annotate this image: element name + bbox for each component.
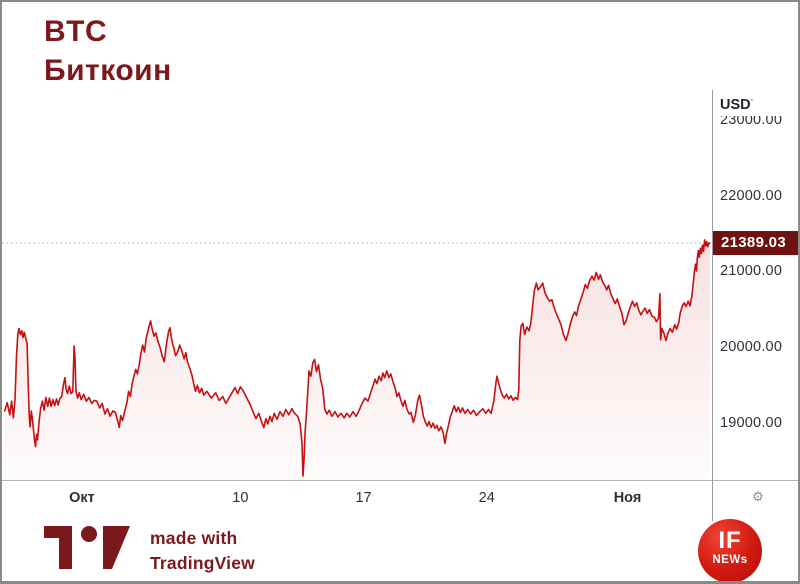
made-with-tradingview-link[interactable]: made with TradingView [150,526,255,576]
time-axis-tick: 24 [478,490,495,506]
time-axis-tick: 10 [232,490,249,506]
price-axis-tick: 21000.00 [720,263,783,280]
time-axis-tick: 17 [355,490,372,506]
series-line [3,239,711,477]
currency-suffix-mark: · [750,95,754,105]
price-axis-line [712,90,713,521]
price-axis-tick: 19000.00 [720,414,783,431]
instrument-symbol: BTC [44,15,108,48]
price-axis-tick: 20000.00 [720,339,783,356]
time-axis-tick: Ноя [613,490,642,506]
currency-label: USD· [720,90,790,116]
time-axis-tick: Окт [69,490,95,506]
time-axis-line [2,480,798,481]
last-price-badge: 21389.03 [713,231,798,256]
series-area-fill [4,239,710,481]
price-axis-tick: 22000.00 [720,187,783,204]
made-with-text: made with [150,528,238,548]
time-scale[interactable]: Окт 10 17 24 Ноя [2,481,712,521]
price-chart-plot[interactable] [2,90,712,481]
price-scale[interactable]: USD· 21389.03 23000.00 22000.00 21000.00 20… [713,90,798,521]
tradingview-wordmark: TradingView [150,553,255,573]
if-news-logo-line1: IF [718,527,742,554]
instrument-name: Биткоин [44,54,172,87]
tradingview-logo-icon[interactable] [44,526,130,570]
settings-gear-icon[interactable]: ⚙ [752,489,764,504]
instrument-title: BTC Биткоин [44,12,172,90]
if-news-logo-line2: NEWs [712,554,748,566]
price-axis-tick: 23000.00 [720,112,783,129]
if-news-logo: IF NEWs [698,519,762,581]
